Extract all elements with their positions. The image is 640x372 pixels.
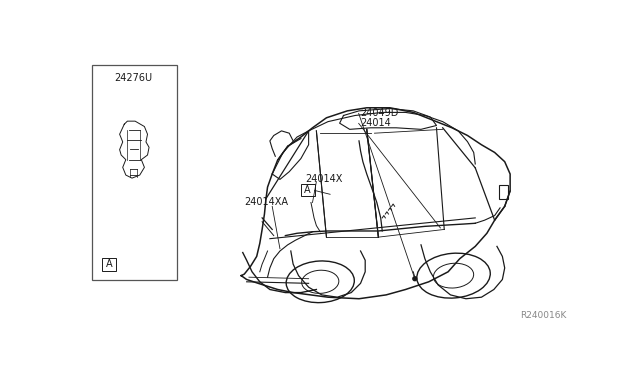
Circle shape (413, 277, 417, 280)
Text: 24276U: 24276U (115, 73, 152, 83)
Bar (102, 258, 116, 271)
Text: A: A (305, 185, 311, 195)
Text: 24014X: 24014X (305, 174, 342, 185)
Bar (499, 185, 508, 199)
Text: A: A (106, 260, 113, 269)
Bar (92, 65, 177, 279)
Text: 24049D: 24049D (360, 108, 399, 118)
Text: R240016K: R240016K (520, 311, 566, 320)
Text: 24014XA: 24014XA (244, 198, 288, 208)
Text: 24014: 24014 (360, 118, 391, 128)
Bar (301, 185, 315, 196)
